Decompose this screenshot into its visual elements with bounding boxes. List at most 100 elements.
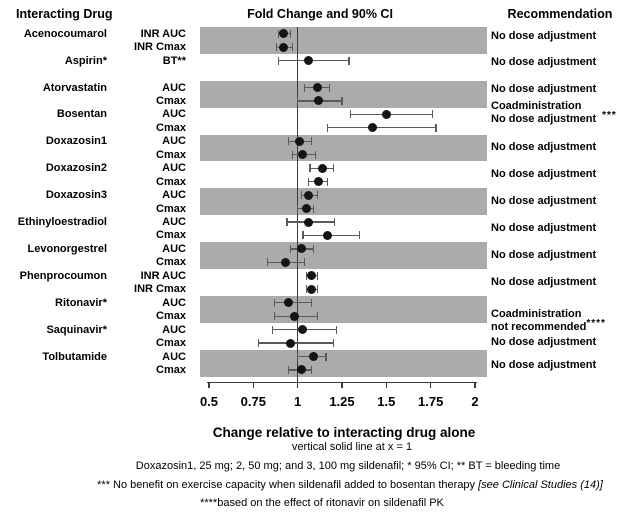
forest-dot [284, 298, 294, 308]
row-shading-band [200, 134, 487, 162]
ci-cap-high [313, 204, 315, 213]
ci-cap-high [291, 43, 293, 52]
parameter-label: AUC [162, 242, 186, 255]
ci-cap-low [307, 177, 309, 186]
recommendation-text: No dose adjustment [491, 276, 631, 289]
recommendation-line: No dose adjustment [491, 195, 597, 208]
recommendation-text: No dose adjustment [491, 195, 631, 208]
parameter-label: Cmax [156, 175, 186, 188]
recommendation-line: No dose adjustment [491, 358, 597, 371]
ci-cap-low [288, 365, 290, 374]
recommendation-text: No dose adjustment [491, 336, 631, 349]
parameter-label: Cmax [156, 256, 186, 269]
ci-cap-low [277, 29, 279, 38]
recommendation-line: No dose adjustment [491, 29, 597, 42]
parameter-label: Cmax [156, 94, 186, 107]
drug-label: Doxazosin1 [45, 135, 107, 148]
recommendation-text: No dose adjustment [491, 168, 631, 181]
recommendation-text: No dose adjustment [491, 222, 631, 235]
recommendation-text: No dose adjustment [491, 141, 631, 154]
ci-cap-high [328, 83, 331, 92]
x-axis-tick-label: 1.75 [418, 394, 444, 409]
forest-dot [309, 352, 319, 362]
parameter-label: INR AUC [140, 27, 186, 40]
recommendation-text: No dose adjustment [491, 56, 631, 69]
column-header-interacting-drug: Interacting Drug [16, 7, 113, 21]
forest-dot [314, 96, 324, 106]
ci-cap-high [311, 137, 313, 146]
recommendation-text: No dose adjustment [491, 83, 631, 96]
footnote-ritonavir: ****based on the effect of ritonavir on … [200, 497, 444, 509]
drug-label: Atorvastatin [42, 81, 107, 94]
parameter-label: Cmax [156, 337, 186, 350]
x-axis-title: Change relative to interacting drug alon… [212, 425, 476, 440]
ci-cap-low [274, 312, 276, 321]
forest-dot [381, 109, 391, 119]
forest-dot [278, 42, 288, 52]
forest-dot [298, 325, 308, 335]
column-header-fold-change: Fold Change and 90% CI [247, 7, 393, 21]
parameter-label: INR Cmax [134, 283, 186, 296]
ci-bar [278, 60, 350, 62]
footnote-bosentan: *** No benefit on exercise capacity when… [97, 479, 603, 491]
ci-cap-high [311, 365, 313, 374]
drug-label: Ethinyloestradiol [17, 216, 107, 229]
ci-cap-high [316, 312, 318, 321]
forest-dot [312, 83, 322, 93]
x-axis-tick [341, 382, 343, 388]
ci-bar [258, 342, 334, 344]
parameter-label: AUC [162, 108, 186, 121]
ci-cap-low [277, 56, 279, 65]
ci-cap-high [327, 177, 329, 186]
ci-cap-high [314, 150, 316, 159]
x-axis-tick-label: 1.25 [329, 394, 355, 409]
x-axis-tick [208, 382, 210, 388]
forest-dot [302, 204, 312, 214]
forest-dot [298, 150, 308, 160]
x-axis-tick [474, 382, 476, 388]
parameter-label: AUC [162, 350, 186, 363]
ci-cap-low [275, 43, 277, 52]
recommendation-line: No dose adjustment [491, 141, 597, 154]
drug-label: Acenocoumarol [23, 27, 107, 40]
ci-cap-high [336, 325, 338, 334]
ci-cap-high [304, 258, 306, 267]
row-shading-band [200, 188, 487, 216]
forest-dot [303, 190, 313, 200]
x-axis-tick [252, 382, 255, 388]
ci-cap-low [302, 231, 304, 240]
forest-dot [289, 311, 299, 321]
x-axis-tick-label: 1.5 [377, 394, 396, 409]
parameter-label: Cmax [156, 148, 186, 161]
ci-cap-high [313, 244, 315, 253]
ci-cap-low [274, 298, 276, 307]
row-shading-band [200, 349, 487, 377]
ci-cap-low [350, 110, 352, 119]
ci-cap-low [266, 258, 269, 267]
forest-dot [278, 29, 288, 39]
recommendation-line: Coadministration [491, 308, 582, 321]
ci-cap-high [316, 285, 318, 294]
recommendation-text: Coadministration No dose adjustment *** [491, 100, 631, 126]
forest-dot [286, 338, 296, 348]
ci-cap-high [359, 231, 361, 240]
ci-cap-high [334, 218, 336, 227]
asterisk-marker: **** [586, 318, 606, 330]
recommendation-text: Coadministration not recommended**** [491, 308, 631, 334]
ci-cap-high [435, 123, 437, 132]
ci-cap-high [332, 339, 334, 348]
parameter-label: INR Cmax [134, 41, 186, 54]
ci-cap-high [332, 164, 334, 173]
ci-bar [274, 302, 312, 304]
forest-dot [323, 230, 333, 240]
ci-cap-high [348, 56, 350, 65]
recommendation-line: No dose adjustment [491, 275, 597, 288]
parameter-label: BT** [162, 54, 186, 67]
ci-bar [327, 127, 436, 129]
parameter-label: AUC [162, 81, 186, 94]
parameter-label: AUC [162, 323, 186, 336]
forest-dot [307, 284, 317, 294]
parameter-label: INR AUC [140, 269, 186, 282]
recommendation-text: No dose adjustment [491, 249, 631, 262]
